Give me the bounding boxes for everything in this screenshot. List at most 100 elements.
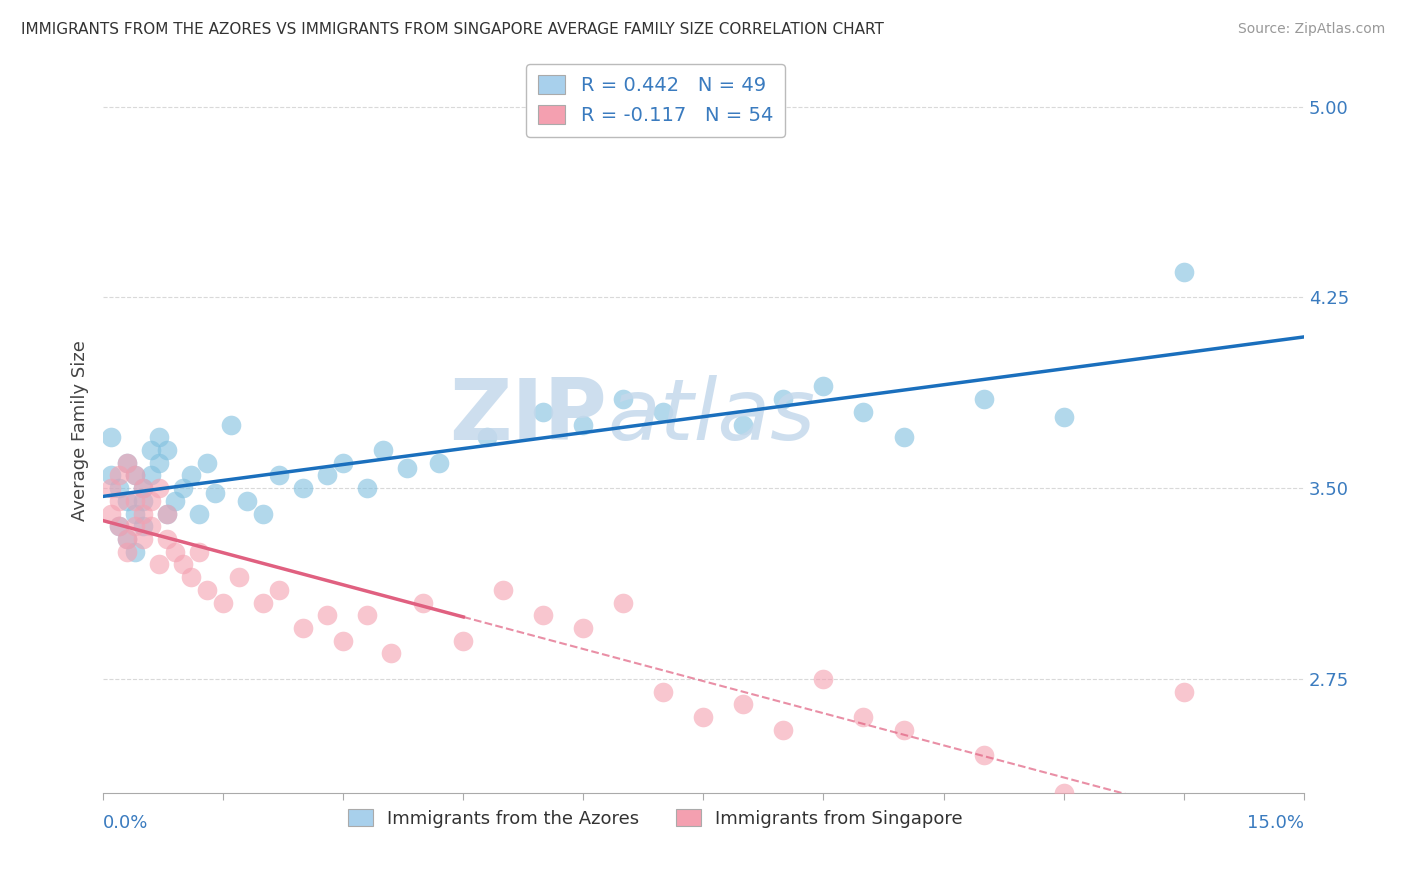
Point (236, 494, 259, 508)
Point (172, 558, 194, 572)
Point (893, 430, 915, 444)
Legend: Immigrants from the Azores, Immigrants from Singapore: Immigrants from the Azores, Immigrants f… (340, 802, 970, 835)
Point (124, 494, 146, 508)
Text: IMMIGRANTS FROM THE AZORES VS IMMIGRANTS FROM SINGAPORE AVERAGE FAMILY SIZE CORR: IMMIGRANTS FROM THE AZORES VS IMMIGRANTS… (21, 22, 884, 37)
Point (204, 486, 226, 500)
Point (652, 405, 675, 419)
Point (427, 456, 450, 470)
Point (124, 545, 146, 559)
Point (115, 532, 138, 546)
Point (115, 532, 138, 546)
Point (813, 379, 835, 393)
Point (141, 468, 163, 483)
Point (124, 468, 146, 483)
Point (973, 748, 995, 763)
Point (124, 519, 146, 533)
Point (108, 468, 131, 483)
Point (108, 519, 131, 533)
Point (572, 417, 595, 432)
Point (108, 519, 131, 533)
Point (252, 596, 274, 610)
Point (115, 456, 138, 470)
Text: ZIP: ZIP (450, 375, 607, 458)
Point (852, 710, 875, 724)
Point (492, 582, 515, 597)
Point (269, 582, 291, 597)
Text: Source: ZipAtlas.com: Source: ZipAtlas.com (1237, 22, 1385, 37)
Point (141, 494, 163, 508)
Point (132, 519, 155, 533)
Point (1132, 812, 1154, 826)
Point (124, 507, 146, 521)
Point (652, 684, 675, 698)
Point (612, 392, 634, 406)
Point (733, 698, 755, 712)
Point (165, 545, 187, 559)
Y-axis label: Average Family Size: Average Family Size (72, 341, 89, 521)
Point (1212, 824, 1234, 838)
Point (531, 608, 554, 623)
Point (180, 570, 202, 584)
Point (412, 596, 434, 610)
Point (332, 456, 354, 470)
Point (188, 507, 211, 521)
Point (973, 392, 995, 406)
Point (1052, 409, 1074, 424)
Point (156, 442, 179, 457)
Point (772, 392, 794, 406)
Point (148, 430, 170, 444)
Point (156, 507, 179, 521)
Point (156, 532, 179, 546)
Point (115, 545, 138, 559)
Point (115, 456, 138, 470)
Point (108, 481, 131, 495)
Point (356, 608, 378, 623)
Point (396, 460, 419, 475)
Point (292, 621, 315, 635)
Point (852, 405, 875, 419)
Point (100, 430, 122, 444)
Point (252, 507, 274, 521)
Point (453, 633, 475, 648)
Point (132, 507, 155, 521)
Point (772, 723, 794, 737)
Point (195, 456, 218, 470)
Point (1173, 265, 1195, 279)
Point (356, 481, 378, 495)
Point (165, 494, 187, 508)
Point (188, 545, 211, 559)
Point (316, 608, 339, 623)
Point (172, 481, 194, 495)
Point (612, 596, 634, 610)
Point (477, 430, 499, 444)
Point (692, 710, 714, 724)
Point (195, 582, 218, 597)
Point (292, 481, 315, 495)
Point (373, 442, 395, 457)
Point (269, 468, 291, 483)
Point (148, 456, 170, 470)
Point (228, 570, 250, 584)
Point (212, 596, 235, 610)
Point (380, 647, 402, 661)
Point (156, 507, 179, 521)
Point (148, 481, 170, 495)
Point (1277, 850, 1299, 864)
Text: 15.0%: 15.0% (1247, 814, 1303, 831)
Point (316, 468, 339, 483)
Point (572, 621, 595, 635)
Point (1253, 837, 1275, 851)
Point (132, 494, 155, 508)
Point (132, 481, 155, 495)
Point (219, 417, 242, 432)
Point (100, 481, 122, 495)
Point (1173, 684, 1195, 698)
Text: 0.0%: 0.0% (103, 814, 149, 831)
Point (1052, 786, 1074, 800)
Point (108, 494, 131, 508)
Point (148, 558, 170, 572)
Point (141, 519, 163, 533)
Point (531, 405, 554, 419)
Point (332, 633, 354, 648)
Point (132, 481, 155, 495)
